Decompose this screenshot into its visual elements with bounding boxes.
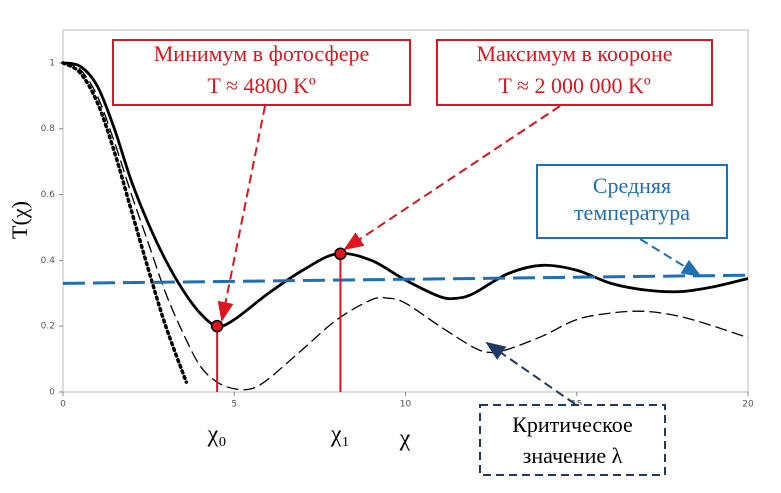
point-label: χ₀ [207,422,227,448]
annotation-text: значение λ [523,443,623,468]
x-axis-label: χ [399,426,411,452]
point [210,319,224,333]
line-series [62,62,749,391]
annotation-text: Средняя [593,173,671,198]
y-tick-label: 0.2 [41,322,55,332]
y-tick-label: 0.6 [41,190,56,200]
x-tick-label: 5 [231,400,237,410]
y-tick-label: 0.4 [41,256,56,266]
y-tick-label: 0.8 [41,124,56,134]
annotation-text: Минимум в фотосфере [154,41,369,66]
annotation-text: T ≈ 4800 Kº [207,73,316,98]
point-label: χ₁ [330,422,350,448]
annotation-box [112,39,411,106]
y-tick-label: 1 [49,58,55,68]
annotation-arrow [343,105,561,251]
annotation-arrow [639,238,702,278]
annotation-box [436,39,713,106]
annotation-text: Максимум в коороне [476,41,672,66]
annotation-text: Критическое [512,412,633,437]
line-series [61,61,189,384]
line-series [62,273,749,285]
y-tick-label: 0 [49,388,55,398]
annotation-arrow [217,105,266,322]
x-tick-label: 10 [400,400,412,410]
annotation-text: T ≈ 2 000 000 Kº [498,73,651,98]
x-tick-label: 0 [60,400,66,410]
annotation-box [536,164,728,239]
x-tick-label: 20 [742,400,754,410]
point [334,247,347,261]
y-axis-label: T(χ) [7,201,32,239]
annotation-arrow [485,341,576,405]
annotation-box [479,404,666,476]
annotation-text: температура [574,200,690,225]
